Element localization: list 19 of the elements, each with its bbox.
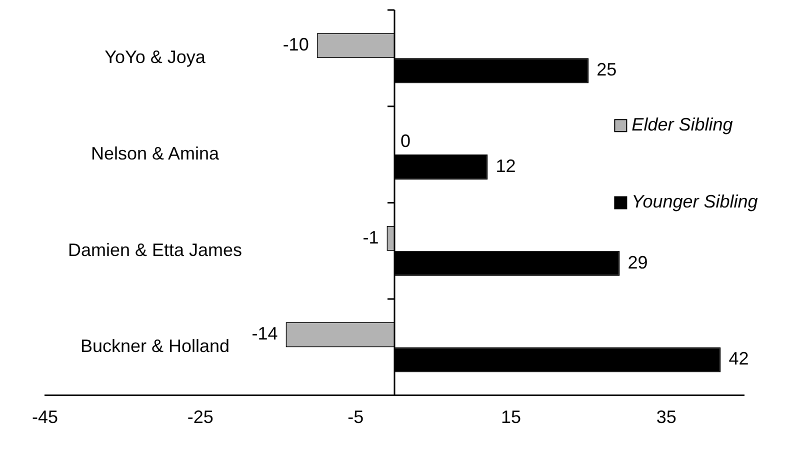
x-tick-label: -45 [32, 407, 58, 428]
data-label: 12 [496, 156, 516, 176]
data-label: 0 [400, 130, 411, 151]
legend-label: Younger Sibling [632, 192, 758, 212]
x-tick-label: -5 [348, 407, 364, 428]
y-tick-label: YoYo & Joya [104, 47, 206, 68]
x-tick-label: 35 [656, 407, 676, 428]
data-label: -14 [252, 324, 278, 344]
y-tick-label: Buckner & Holland [80, 336, 230, 356]
data-label: 29 [628, 252, 648, 272]
data-label: 25 [596, 60, 617, 80]
data-label: -1 [362, 227, 379, 248]
x-tick-label: -25 [187, 407, 214, 428]
y-tick-label: Damien & Etta James [68, 240, 242, 260]
data-label: 42 [728, 348, 749, 369]
data-label: -10 [282, 34, 309, 55]
x-tick-label: 15 [500, 407, 522, 428]
y-tick-label: Nelson & Amina [90, 143, 220, 164]
legend-label: Elder Sibling [632, 114, 733, 135]
